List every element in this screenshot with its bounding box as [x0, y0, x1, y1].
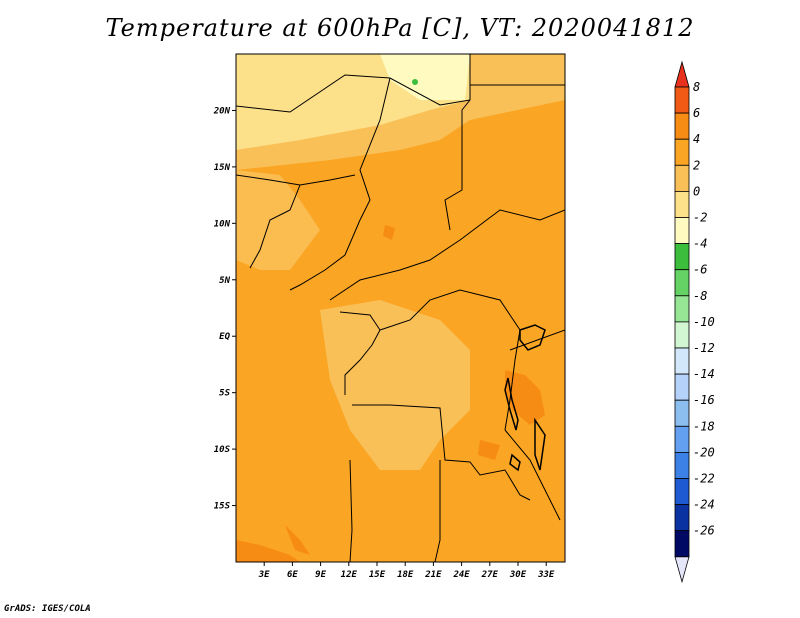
field-hot-patch-3 — [383, 225, 395, 240]
colorbar-label: 2 — [693, 158, 700, 172]
colorbar-swatch — [674, 269, 690, 297]
temperature-field — [236, 54, 565, 562]
lon-tick-label: 15E — [369, 570, 386, 580]
lon-tick-label: 12E — [341, 570, 358, 580]
map-frame — [235, 53, 566, 563]
field-hot-patch-2 — [478, 440, 500, 460]
colorbar-swatch — [674, 190, 690, 218]
colorbar-label: -4 — [693, 237, 707, 251]
colorbar-label: -2 — [693, 211, 707, 225]
colorbar-label: 8 — [693, 80, 700, 94]
field-west — [236, 170, 320, 270]
colorbar-label: -10 — [693, 315, 715, 329]
map-title: Temperature at 600hPa [C], VT: 202004181… — [105, 14, 695, 42]
colorbar-swatch — [674, 217, 690, 245]
lon-tick-label: 6E — [287, 570, 298, 580]
colorbar-swatch — [674, 373, 690, 401]
longitude-axis: 3E 6E 9E 12E 15E 18E 21E 24E 27E 30E 33E — [258, 562, 555, 580]
colorbar: 8 6 4 2 0 -2 -4 -6 -8 -10 -12 -14 -16 -18 -20 -22 -24 -26 — [674, 60, 715, 584]
colorbar-label: -20 — [693, 445, 715, 459]
colorbar-top-arrow — [674, 60, 690, 88]
field-congo — [320, 300, 470, 470]
colorbar-label: -6 — [693, 263, 707, 277]
colorbar-swatch — [674, 478, 690, 506]
colorbar-swatch — [674, 86, 690, 114]
lat-tick-label: 5S — [219, 389, 230, 399]
lat-tick-label: 15N — [214, 163, 231, 173]
colorbar-swatch — [674, 321, 690, 349]
latitude-axis: 20N 15N 10N 5N EQ 5S 10S 15S — [213, 106, 236, 512]
colorbar-swatch — [674, 112, 690, 140]
colorbar-swatch — [674, 164, 690, 192]
colorbar-label: -22 — [693, 472, 715, 486]
colorbar-label: -26 — [693, 524, 715, 538]
lon-tick-label: 33E — [537, 570, 555, 580]
country-boundaries — [236, 54, 565, 562]
colorbar-swatch — [674, 138, 690, 166]
colorbar-label: 4 — [693, 132, 700, 146]
lat-tick-label: 5N — [219, 276, 230, 286]
lat-tick-label: EQ — [219, 332, 230, 342]
lat-tick-label: 10S — [214, 445, 231, 455]
colorbar-swatch — [674, 425, 690, 453]
lon-tick-label: 21E — [424, 570, 442, 580]
colorbar-label: -12 — [693, 341, 715, 355]
colorbar-swatch — [674, 530, 690, 558]
colorbar-label: -24 — [693, 498, 715, 512]
lon-tick-label: 30E — [509, 570, 527, 580]
colorbar-label: -18 — [693, 419, 715, 433]
lakes — [504, 324, 546, 472]
lon-tick-label: 9E — [315, 570, 326, 580]
field-cold-spot — [412, 79, 418, 85]
colorbar-label: -16 — [693, 393, 715, 407]
colorbar-swatch — [674, 243, 690, 271]
field-hot-southwest — [236, 540, 300, 562]
colorbar-label: 0 — [693, 184, 700, 198]
colorbar-swatch — [674, 295, 690, 323]
lon-tick-label: 3E — [258, 570, 270, 580]
field-coldest-north — [380, 54, 470, 100]
lon-tick-label: 24E — [452, 570, 470, 580]
lon-tick-label: 18E — [397, 570, 414, 580]
colorbar-bottom-arrow — [674, 556, 690, 584]
field-hot-patch — [285, 525, 310, 555]
colorbar-swatch — [674, 399, 690, 427]
colorbar-swatch — [674, 451, 690, 479]
lat-tick-label: 10N — [214, 219, 231, 229]
lat-tick-label: 20N — [213, 106, 231, 116]
colorbar-label: -14 — [693, 367, 715, 381]
lon-tick-label: 27E — [481, 570, 499, 580]
colorbar-label: -8 — [693, 289, 707, 303]
colorbar-swatch — [674, 504, 690, 532]
grads-credit: GrADS: IGES/COLA — [4, 604, 91, 614]
lat-tick-label: 15S — [214, 502, 231, 512]
colorbar-swatch — [674, 347, 690, 375]
colorbar-label: 6 — [693, 106, 700, 120]
